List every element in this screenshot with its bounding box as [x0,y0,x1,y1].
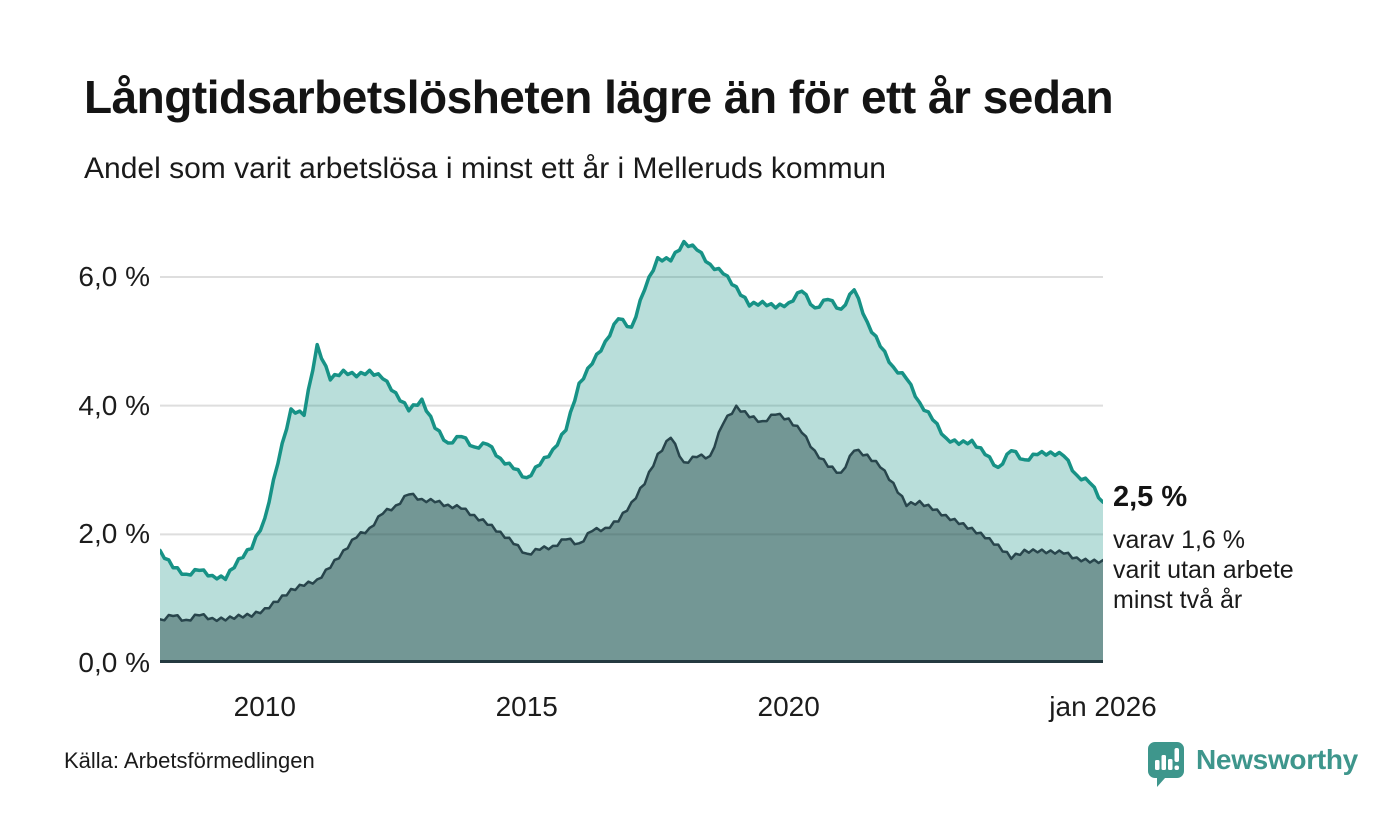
line-series-2 [160,404,1103,623]
area-series-2 [160,405,1103,663]
annotation-line-3: minst två år [1113,586,1243,614]
line-series-1 [160,239,1103,582]
end-value-annotation: 2,5 % varav 1,6 % varit utan arbete mins… [1113,481,1294,615]
newsworthy-wordmark: Newsworthy [1196,744,1358,775]
area-series-1 [160,241,1103,663]
unemployment-area-chart [160,239,1103,663]
page-subtitle: Andel som varit arbetslösa i minst ett å… [84,152,886,185]
y-tick-label: 0,0 % [78,647,150,678]
newsworthy-bubble-chart-icon [1146,740,1186,788]
newsworthy-logo[interactable]: Newsworthy [1146,740,1358,788]
annotation-line-1: varav 1,6 % [1113,526,1246,554]
y-tick-label: 6,0 % [78,261,150,293]
source-note: Källa: Arbetsförmedlingen [64,748,315,773]
x-tick-label: 2010 [233,691,296,722]
annotation-line-2: varit utan arbete [1113,556,1294,584]
y-tick-label: 4,0 % [78,389,150,421]
page-title: Långtidsarbetslösheten lägre än för ett … [84,71,1114,123]
x-tick-label: 2015 [495,691,558,722]
latest-total-value: 2,5 % [1113,481,1188,513]
x-tick-label: jan 2026 [1049,691,1157,722]
x-tick-label: 2020 [757,691,820,722]
y-tick-label: 2,0 % [78,518,150,550]
